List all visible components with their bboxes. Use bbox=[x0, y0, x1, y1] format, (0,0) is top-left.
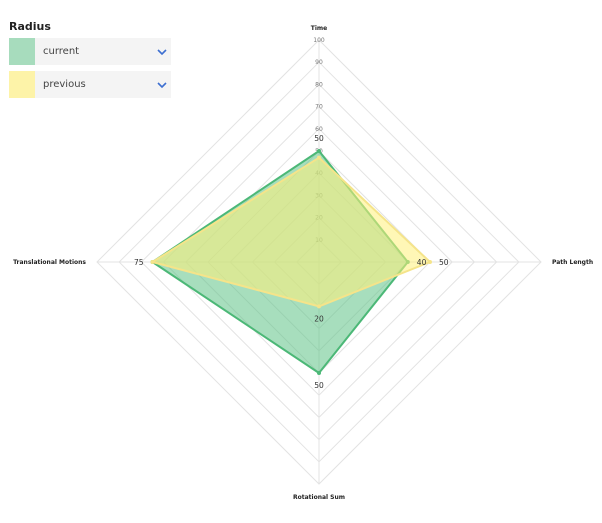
series-point-previous-rotational-sum[interactable] bbox=[317, 304, 321, 309]
legend-item-previous[interactable]: previous bbox=[9, 71, 171, 98]
value-label-time-50: 50 bbox=[314, 134, 324, 143]
legend-label-current: current bbox=[43, 46, 80, 57]
tick-label-70: 70 bbox=[315, 104, 323, 111]
legend-item-current[interactable]: current bbox=[9, 38, 171, 65]
chevron-down-icon[interactable] bbox=[153, 48, 171, 56]
tick-label-100: 100 bbox=[313, 37, 325, 44]
chevron-down-icon[interactable] bbox=[153, 81, 171, 89]
value-label-rotational-sum-50: 50 bbox=[314, 381, 324, 390]
tick-label-60: 60 bbox=[315, 126, 323, 133]
axis-title-time: Time bbox=[311, 25, 327, 32]
series-point-current-rotational-sum[interactable] bbox=[317, 371, 321, 375]
value-label-path-length-50: 50 bbox=[439, 258, 449, 267]
axis-title-translational-motions: Translational Motions bbox=[13, 259, 86, 266]
radar-value-labels: 50 40 50 20 50 75 bbox=[134, 134, 449, 390]
value-label-rotational-sum-20: 20 bbox=[314, 314, 324, 323]
legend-label-previous: previous bbox=[43, 79, 86, 90]
series-point-previous-time[interactable] bbox=[317, 155, 321, 160]
axis-title-path-length: Path Length bbox=[552, 259, 593, 266]
legend-title: Radius bbox=[9, 20, 51, 33]
axis-title-rotational-sum: Rotational Sum bbox=[293, 494, 345, 501]
value-label-translational-motions-75: 75 bbox=[134, 258, 144, 267]
tick-label-90: 90 bbox=[315, 59, 323, 66]
legend-swatch-current bbox=[9, 38, 35, 65]
legend: Radius current previous bbox=[9, 20, 171, 104]
series-point-previous-path-length[interactable] bbox=[428, 260, 432, 264]
legend-swatch-previous bbox=[9, 71, 35, 98]
series-point-current-time[interactable] bbox=[317, 149, 321, 153]
radar-axis-titles: Time Path Length Rotational Sum Translation… bbox=[13, 25, 593, 501]
value-label-path-length-40: 40 bbox=[417, 258, 427, 267]
tick-label-80: 80 bbox=[315, 81, 323, 88]
radar-series bbox=[150, 149, 432, 375]
series-point-previous-translational-motions[interactable] bbox=[150, 260, 155, 264]
